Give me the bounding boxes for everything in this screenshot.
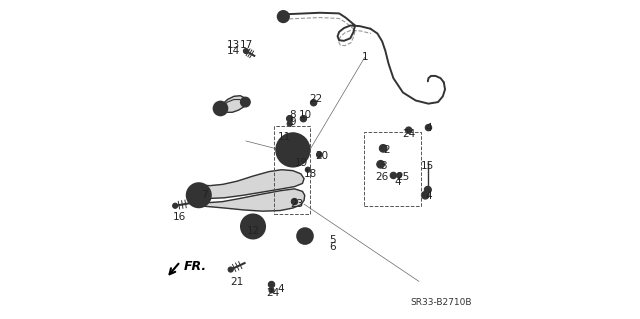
Circle shape <box>241 97 250 107</box>
Circle shape <box>214 101 227 115</box>
Circle shape <box>317 152 322 158</box>
Circle shape <box>291 198 298 205</box>
Circle shape <box>424 186 431 193</box>
Text: 23: 23 <box>291 199 303 209</box>
Polygon shape <box>198 189 305 211</box>
Circle shape <box>298 158 303 163</box>
Text: 5: 5 <box>330 235 336 245</box>
Text: 13: 13 <box>227 40 240 50</box>
Circle shape <box>246 219 260 234</box>
Text: SR33-B2710B: SR33-B2710B <box>410 298 472 307</box>
Circle shape <box>397 173 402 178</box>
Circle shape <box>241 214 265 239</box>
Circle shape <box>390 172 397 179</box>
Circle shape <box>243 100 248 105</box>
Circle shape <box>287 115 293 122</box>
Text: 4: 4 <box>425 191 432 201</box>
Text: 10: 10 <box>299 110 312 120</box>
Text: 3: 3 <box>381 161 387 171</box>
Circle shape <box>173 203 178 208</box>
Text: 16: 16 <box>173 212 186 222</box>
Text: 2: 2 <box>383 145 390 155</box>
Text: 18: 18 <box>304 169 317 179</box>
Text: 1: 1 <box>362 52 368 63</box>
Circle shape <box>278 11 289 22</box>
Text: 8: 8 <box>289 110 296 120</box>
Circle shape <box>269 288 274 293</box>
Text: FR.: FR. <box>184 260 207 272</box>
Polygon shape <box>198 170 304 198</box>
Text: 26: 26 <box>375 172 388 182</box>
Text: 11: 11 <box>278 132 292 142</box>
Text: 24: 24 <box>403 129 416 139</box>
Circle shape <box>422 191 429 199</box>
Circle shape <box>305 167 310 172</box>
Polygon shape <box>280 133 306 160</box>
Text: 4: 4 <box>425 122 432 133</box>
Circle shape <box>280 13 287 20</box>
Circle shape <box>425 124 431 131</box>
Circle shape <box>192 188 206 202</box>
Circle shape <box>287 121 292 126</box>
Circle shape <box>276 133 310 167</box>
Text: 4: 4 <box>277 284 284 294</box>
Circle shape <box>406 127 412 133</box>
Text: 15: 15 <box>421 161 435 171</box>
Circle shape <box>283 140 303 160</box>
Circle shape <box>268 281 275 288</box>
Text: 6: 6 <box>330 242 336 252</box>
Circle shape <box>310 100 317 106</box>
Text: 25: 25 <box>396 172 410 182</box>
Text: 14: 14 <box>227 46 240 56</box>
Text: 7: 7 <box>201 189 208 200</box>
Polygon shape <box>219 96 246 112</box>
Circle shape <box>301 232 309 240</box>
Text: 19: 19 <box>295 158 308 168</box>
Text: 9: 9 <box>289 117 296 127</box>
Circle shape <box>250 223 256 230</box>
Circle shape <box>243 48 248 54</box>
Text: 12: 12 <box>246 226 260 236</box>
Circle shape <box>288 145 298 155</box>
Circle shape <box>380 145 387 152</box>
Circle shape <box>377 160 385 168</box>
Text: 22: 22 <box>310 94 323 104</box>
Circle shape <box>297 228 313 244</box>
Text: 21: 21 <box>230 277 243 287</box>
Text: 24: 24 <box>266 288 280 299</box>
Circle shape <box>228 267 233 272</box>
Circle shape <box>196 192 202 198</box>
Circle shape <box>187 183 211 207</box>
Circle shape <box>300 115 307 122</box>
Circle shape <box>217 105 224 112</box>
Text: 17: 17 <box>240 40 253 50</box>
Text: 20: 20 <box>315 151 328 161</box>
Text: 4: 4 <box>395 177 401 187</box>
